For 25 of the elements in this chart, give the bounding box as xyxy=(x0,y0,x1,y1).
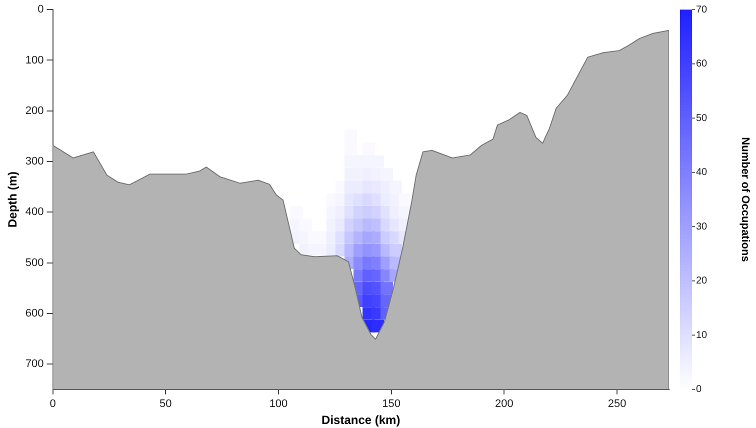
y-tick-label: 300 xyxy=(25,156,44,168)
x-tick-label: 250 xyxy=(608,398,626,410)
y-tick-label: 200 xyxy=(25,104,44,117)
color-bar-label: 70 xyxy=(696,4,708,16)
x-tick-label: 150 xyxy=(382,398,401,410)
y-axis-title: Depth (m) xyxy=(6,172,20,228)
y-tick-label: 400 xyxy=(25,206,44,218)
color-bar-label: 10 xyxy=(696,330,708,341)
color-bar-label: 20 xyxy=(696,276,708,287)
color-bar-label: 60 xyxy=(696,58,708,70)
x-tick-label: 100 xyxy=(269,398,288,410)
y-tick-label: 600 xyxy=(25,307,44,320)
y-tick-label: 700 xyxy=(25,358,44,370)
color-bar-label: 30 xyxy=(696,221,708,232)
color-bar-title: Number of Occupations xyxy=(738,137,751,262)
color-bar-label: 40 xyxy=(696,167,708,178)
x-tick-label: 50 xyxy=(159,398,172,410)
x-axis-title: Distance (km) xyxy=(322,413,400,428)
x-tick-label: 200 xyxy=(495,398,514,410)
y-tick-label: 0 xyxy=(38,4,44,16)
color-bar-label: 0 xyxy=(696,384,702,396)
y-tick-label: 100 xyxy=(25,54,44,66)
color-bar-label: 50 xyxy=(696,112,708,124)
x-tick-label: 0 xyxy=(50,398,56,410)
y-tick-label: 500 xyxy=(25,256,44,269)
